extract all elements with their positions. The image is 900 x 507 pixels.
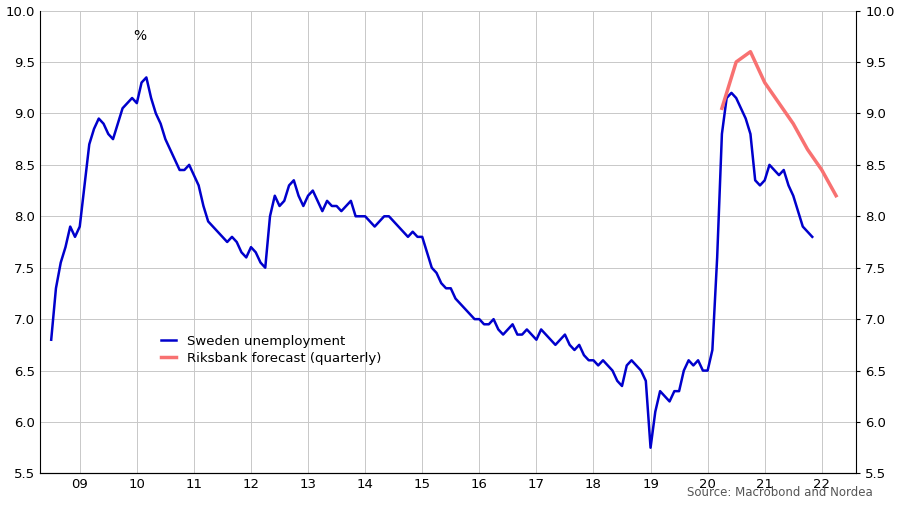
Riksbank forecast (quarterly) (802, 147, 813, 153)
Line: Riksbank forecast (quarterly): Riksbank forecast (quarterly) (722, 52, 836, 196)
Text: %: % (134, 29, 147, 43)
Riksbank forecast (quarterly) (745, 49, 756, 55)
Line: Sweden unemployment: Sweden unemployment (51, 78, 813, 448)
Sweden unemployment (260, 265, 271, 271)
Sweden unemployment (645, 445, 656, 451)
Sweden unemployment (302, 193, 313, 199)
Sweden unemployment (726, 90, 737, 96)
Riksbank forecast (quarterly) (716, 105, 727, 112)
Riksbank forecast (quarterly) (788, 121, 798, 127)
Sweden unemployment (141, 75, 152, 81)
Riksbank forecast (quarterly) (816, 167, 827, 173)
Sweden unemployment (46, 337, 57, 343)
Riksbank forecast (quarterly) (731, 59, 742, 65)
Riksbank forecast (quarterly) (831, 193, 842, 199)
Legend: Sweden unemployment, Riksbank forecast (quarterly): Sweden unemployment, Riksbank forecast (… (161, 335, 382, 365)
Sweden unemployment (778, 167, 789, 173)
Sweden unemployment (807, 234, 818, 240)
Text: Source: Macrobond and Nordea: Source: Macrobond and Nordea (688, 486, 873, 499)
Sweden unemployment (331, 203, 342, 209)
Riksbank forecast (quarterly) (774, 100, 785, 106)
Riksbank forecast (quarterly) (760, 80, 770, 86)
Sweden unemployment (688, 363, 698, 369)
